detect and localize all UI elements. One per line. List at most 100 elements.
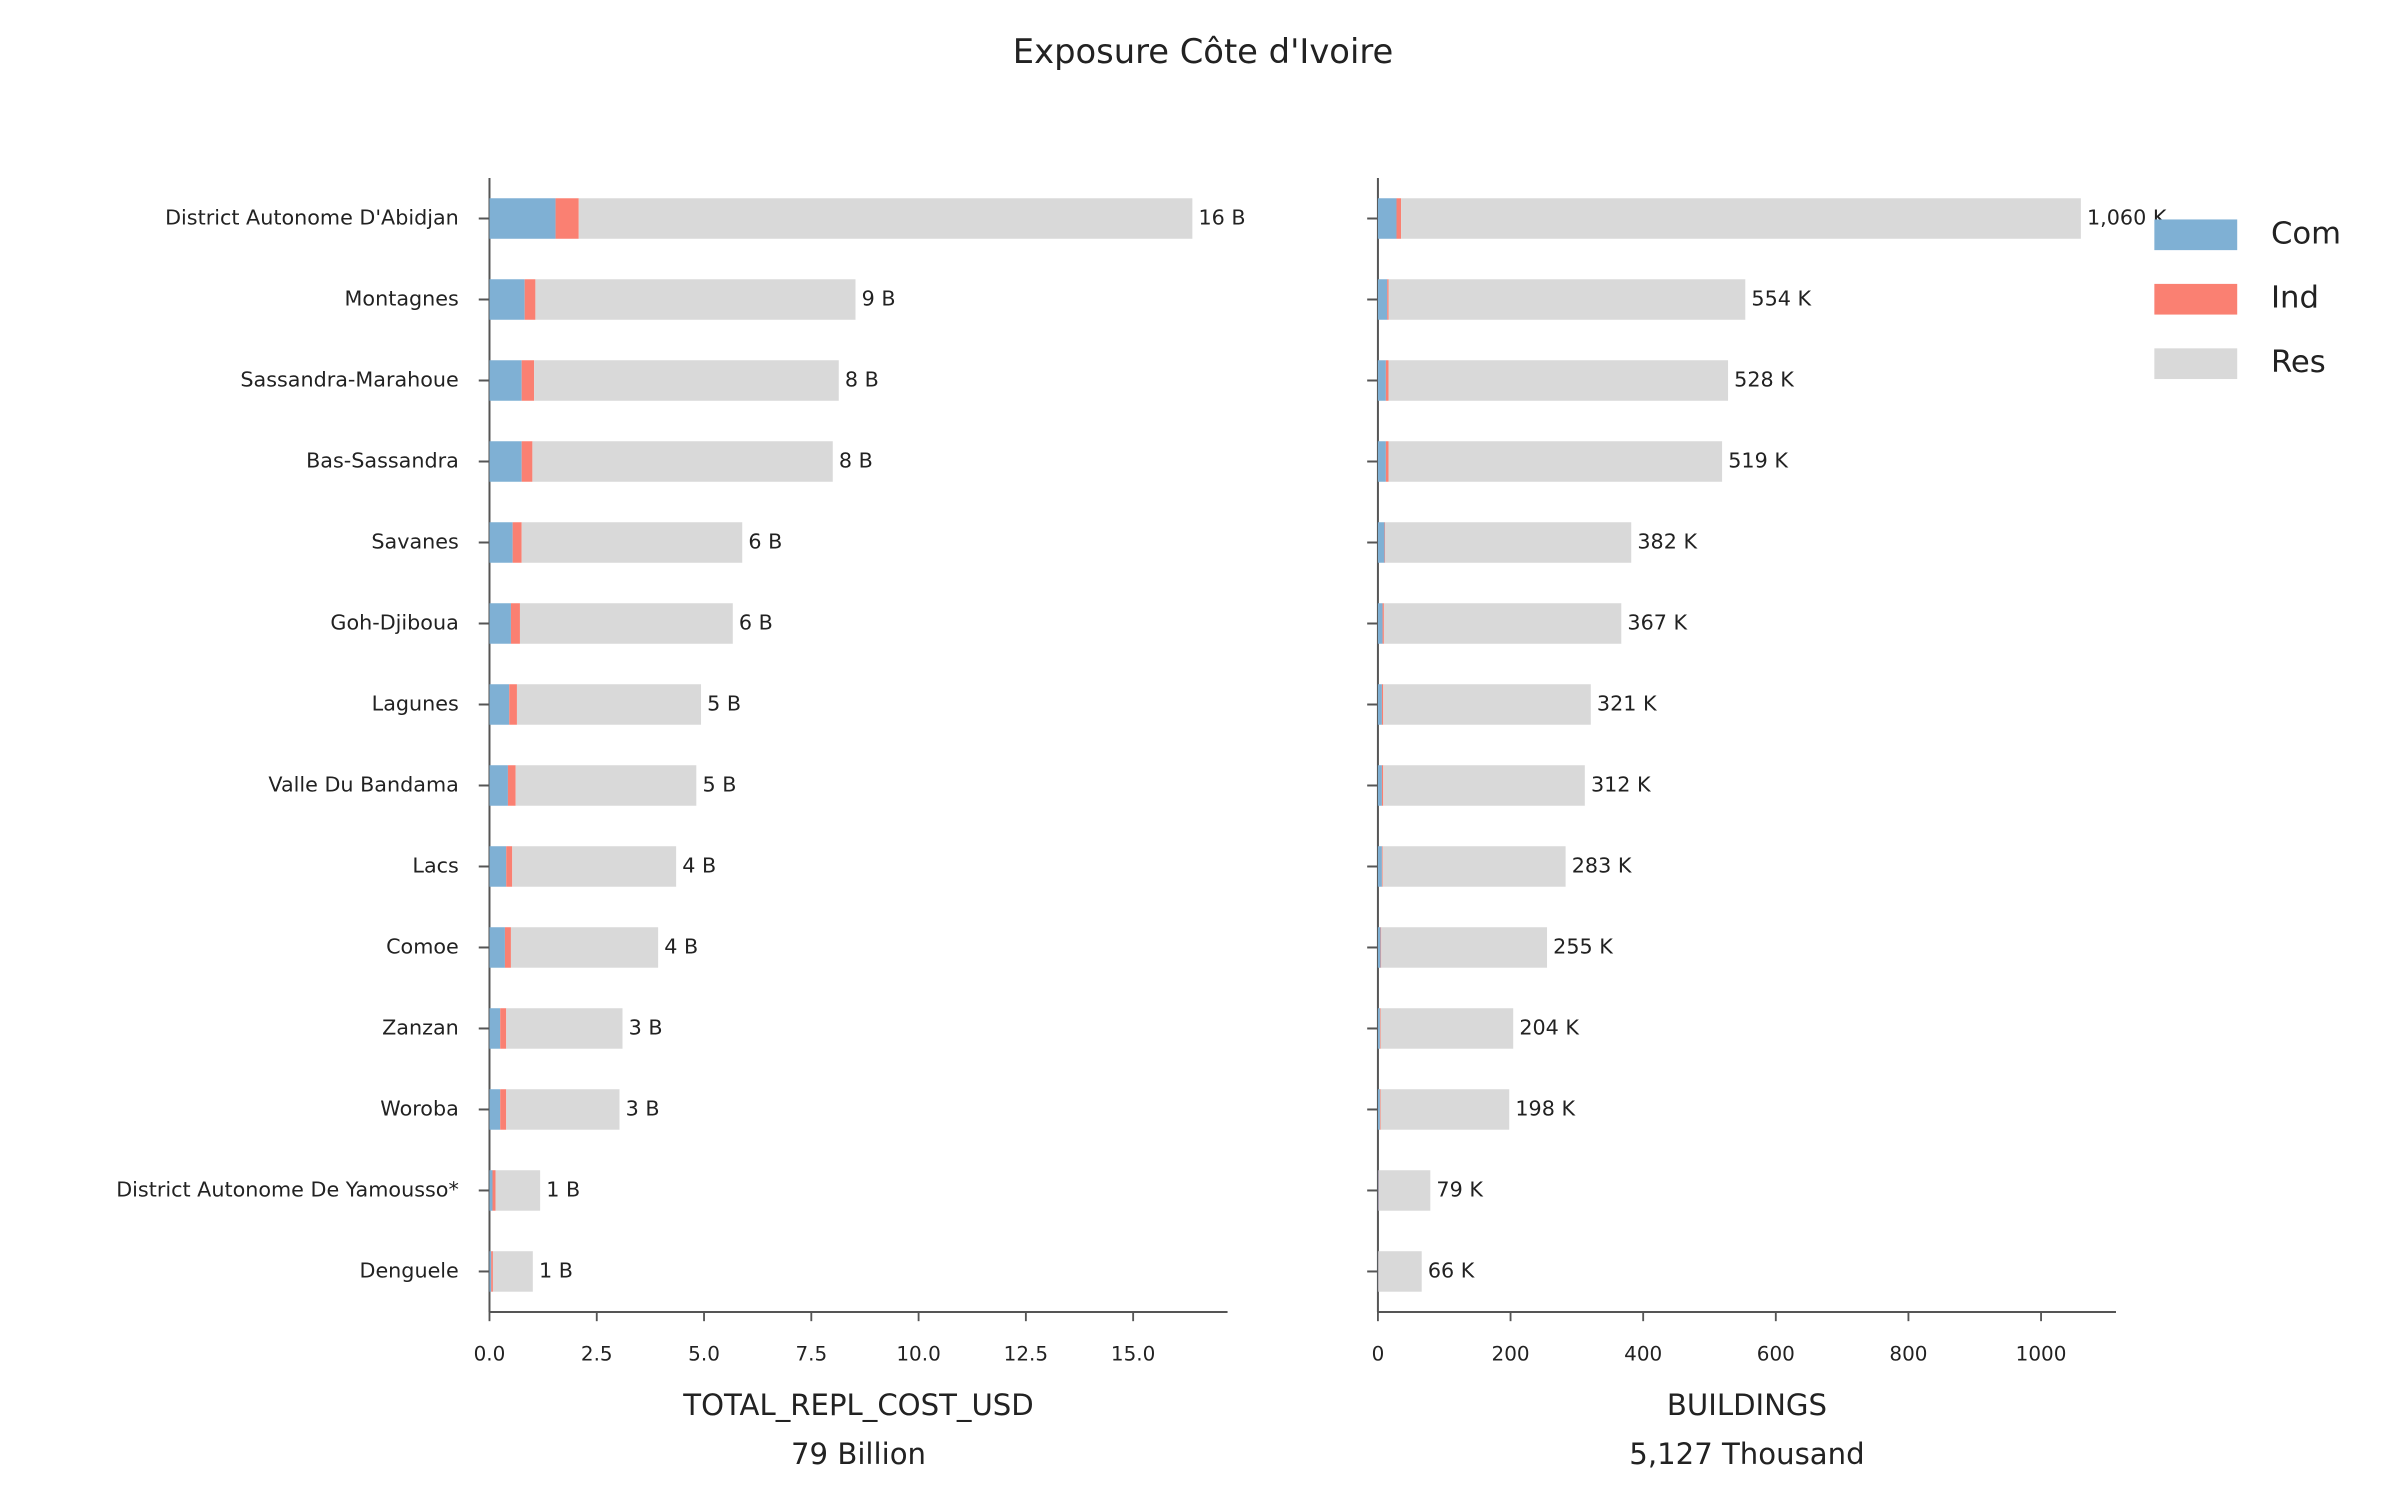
bar-segment: [1377, 279, 1388, 320]
total-label: 4 B: [682, 853, 716, 877]
y-tick-label: Bas-Sassandra: [306, 449, 459, 473]
total-label: 3 B: [629, 1015, 663, 1039]
bar-segment: [1381, 846, 1383, 887]
bar-segment: [506, 1089, 620, 1130]
total-label: 283 K: [1572, 853, 1633, 877]
bar-segment: [519, 603, 733, 644]
bar-segment: [1388, 441, 1723, 482]
total-label: 66 K: [1428, 1258, 1476, 1282]
bar-segment: [1396, 198, 1402, 239]
x-axis-total: 5,127 Thousand: [1629, 1437, 1864, 1471]
legend-swatch: [2154, 348, 2238, 380]
total-label: 554 K: [1751, 287, 1812, 311]
y-tick-label: Valle Du Bandama: [268, 772, 458, 796]
bar-segment: [489, 360, 522, 401]
bar-segment: [521, 522, 743, 563]
total-label: 8 B: [845, 368, 879, 392]
bar-segment: [1385, 360, 1389, 401]
bar-segment: [512, 522, 522, 563]
bar-segment: [489, 846, 507, 887]
bar-segment: [507, 765, 516, 806]
bar-segment: [1383, 684, 1591, 725]
bar-segment: [521, 441, 533, 482]
legend-swatch: [2154, 219, 2238, 251]
bar-segment: [1377, 684, 1382, 725]
bar-segment: [510, 927, 659, 968]
bar-segment: [521, 360, 535, 401]
y-tick-label: District Autonome D'Abidjan: [165, 206, 459, 230]
bar-segment: [1384, 522, 1386, 563]
bar-segment: [1387, 279, 1389, 320]
bar-segment: [509, 684, 517, 725]
total-label: 312 K: [1591, 772, 1652, 796]
y-tick-label: Comoe: [386, 934, 459, 958]
bar-segment: [489, 198, 556, 239]
bar-segment: [1377, 846, 1382, 887]
y-tick-label: Sassandra-Marahoue: [240, 368, 458, 392]
total-label: 9 B: [862, 287, 896, 311]
bar-segment: [492, 1170, 496, 1211]
bar-segment: [500, 1008, 507, 1049]
bar-segment: [1401, 198, 2081, 239]
bar-segment: [1379, 1008, 1381, 1049]
x-tick-label: 10.0: [896, 1341, 940, 1365]
bar-segment: [1380, 1008, 1514, 1049]
bar-segment: [516, 684, 702, 725]
bar-segment: [1388, 360, 1729, 401]
bar-segment: [1382, 603, 1384, 644]
bar-segment: [510, 603, 520, 644]
bar-segment: [1378, 1170, 1431, 1211]
bar-segment: [1380, 1089, 1510, 1130]
bar-segment: [512, 846, 677, 887]
legend-label: Com: [2271, 216, 2341, 251]
bar-segment: [489, 1251, 492, 1292]
total-label: 6 B: [748, 529, 782, 553]
x-axis-label: BUILDINGS: [1667, 1388, 1827, 1422]
y-tick-label: Lagunes: [372, 691, 459, 715]
bar-segment: [524, 279, 536, 320]
legend-label: Ind: [2271, 281, 2319, 316]
total-label: 6 B: [739, 610, 773, 634]
bar-segment: [1385, 522, 1632, 563]
x-tick-label: 0: [1372, 1341, 1385, 1365]
total-label: 1 B: [546, 1177, 580, 1201]
bar-segment: [489, 603, 511, 644]
y-tick-label: Montagnes: [345, 287, 459, 311]
bar-segment: [1377, 603, 1383, 644]
x-tick-label: 200: [1492, 1341, 1530, 1365]
bar-segment: [504, 927, 511, 968]
y-tick-label: Lacs: [412, 853, 458, 877]
bar-segment: [1377, 441, 1386, 482]
total-label: 519 K: [1728, 449, 1789, 473]
total-label: 8 B: [839, 449, 873, 473]
bar-segment: [532, 441, 833, 482]
bar-segment: [491, 1251, 493, 1292]
bar-segment: [489, 927, 505, 968]
x-tick-label: 1000: [2016, 1341, 2067, 1365]
bar-segment: [1381, 684, 1384, 725]
x-tick-label: 15.0: [1111, 1341, 1155, 1365]
total-label: 79 K: [1436, 1177, 1484, 1201]
bar-segment: [1382, 846, 1566, 887]
x-tick-label: 7.5: [795, 1341, 827, 1365]
x-tick-label: 5.0: [688, 1341, 720, 1365]
bar-segment: [1385, 441, 1389, 482]
total-label: 3 B: [626, 1096, 660, 1120]
bar-segment: [515, 765, 697, 806]
x-tick-label: 600: [1757, 1341, 1795, 1365]
total-label: 255 K: [1553, 934, 1614, 958]
bar-segment: [1381, 927, 1548, 968]
bar-segment: [1377, 522, 1385, 563]
bar-segment: [506, 1008, 623, 1049]
bar-segment: [495, 1170, 541, 1211]
x-axis-total: 79 Billion: [791, 1437, 926, 1471]
bar-segment: [1378, 1251, 1422, 1292]
bar-segment: [489, 279, 525, 320]
bar-segment: [1377, 1089, 1380, 1130]
total-label: 1 B: [539, 1258, 573, 1282]
y-tick-label: Zanzan: [382, 1015, 459, 1039]
bar-segment: [1383, 603, 1622, 644]
x-tick-label: 2.5: [581, 1341, 613, 1365]
bar-segment: [1377, 1170, 1379, 1211]
